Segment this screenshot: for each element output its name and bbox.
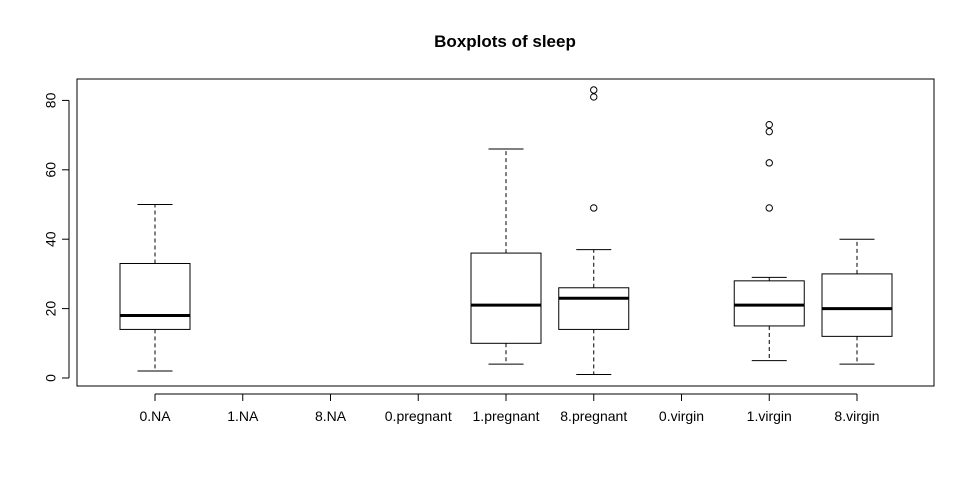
x-tick-label-0.NA: 0.NA xyxy=(139,408,171,424)
box-1.virgin xyxy=(733,120,805,362)
y-tick-label-20: 20 xyxy=(43,301,59,317)
outlier-point xyxy=(765,120,773,129)
x-tick-label-8.NA: 8.NA xyxy=(315,408,347,424)
x-tick-label-1.pregnant: 1.pregnant xyxy=(473,408,540,424)
y-tick-label-40: 40 xyxy=(43,231,59,247)
box-iqr xyxy=(119,262,191,330)
box-8.pregnant xyxy=(558,86,630,376)
x-axis: 0.NA 1.NA 8.NA 0.pregnant 1.pregnant 8.pregna… xyxy=(139,393,880,424)
box-iqr xyxy=(558,287,630,330)
y-axis: 0 20 40 60 80 xyxy=(43,92,70,382)
x-tick-label-1.virgin: 1.virgin xyxy=(747,408,792,424)
box-iqr xyxy=(821,273,893,337)
outlier-point xyxy=(765,127,773,136)
outlier-point xyxy=(590,86,598,94)
x-tick-label-8.pregnant: 8.pregnant xyxy=(560,408,627,424)
box-0.NA xyxy=(119,204,191,372)
outlier-point xyxy=(765,159,773,167)
outlier-point xyxy=(590,93,598,101)
plot-frame xyxy=(76,78,935,387)
boxes-group xyxy=(119,86,893,376)
box-iqr xyxy=(733,280,805,327)
outlier-point xyxy=(765,204,773,212)
chart-title: Boxplots of sleep xyxy=(434,32,576,51)
y-tick-label-60: 60 xyxy=(43,162,59,178)
x-tick-label-1.NA: 1.NA xyxy=(227,408,259,424)
x-tick-label-8.virgin: 8.virgin xyxy=(834,408,879,424)
y-tick-label-80: 80 xyxy=(43,92,59,108)
y-tick-label-0: 0 xyxy=(43,374,59,382)
x-tick-label-0.pregnant: 0.pregnant xyxy=(385,408,452,424)
outlier-point xyxy=(590,204,598,212)
box-1.pregnant xyxy=(470,148,542,365)
box-iqr xyxy=(470,252,542,344)
box-8.virgin xyxy=(821,238,893,365)
x-tick-label-0.virgin: 0.virgin xyxy=(659,408,704,424)
